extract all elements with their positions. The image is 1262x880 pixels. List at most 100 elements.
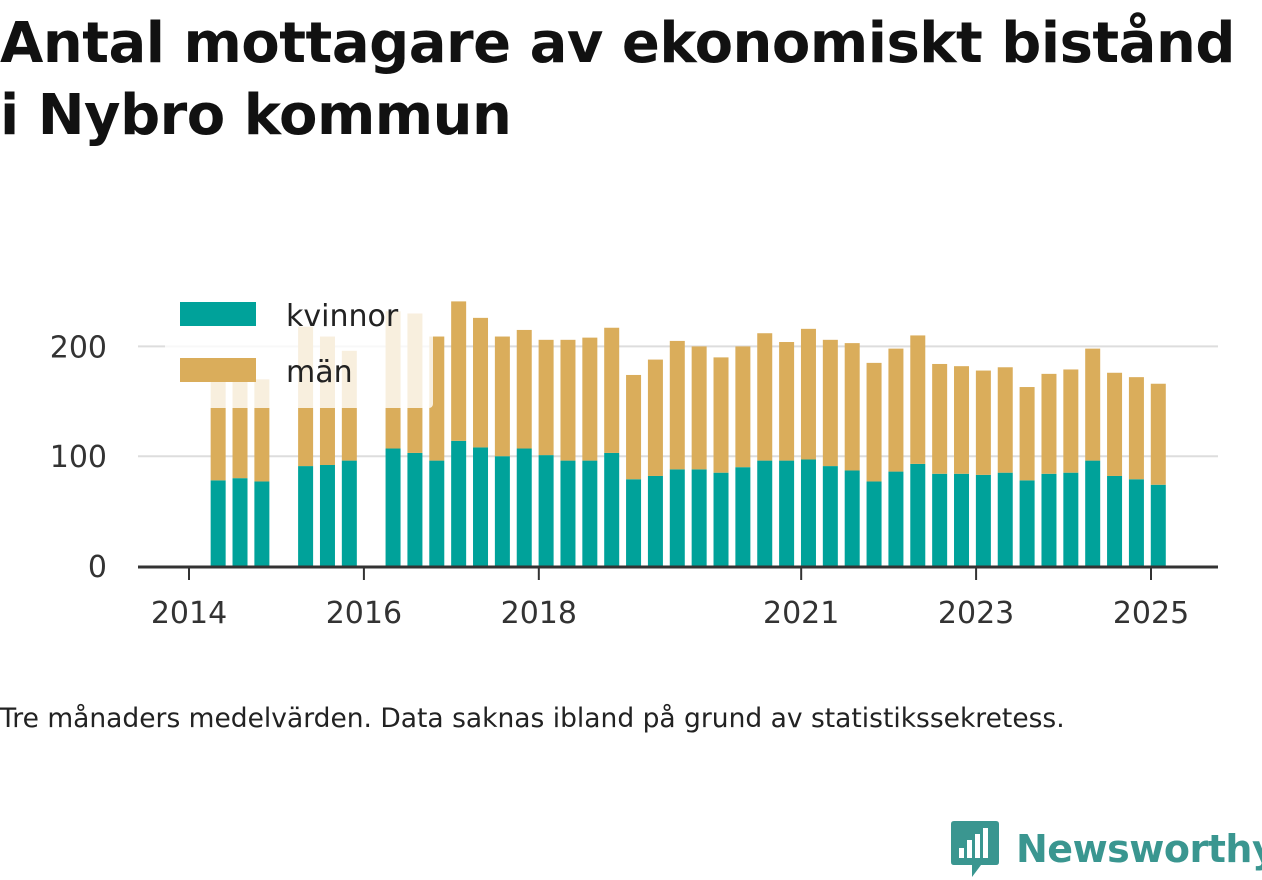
bar-kvinnor	[494, 456, 510, 566]
bar-man	[932, 363, 948, 474]
bar-man	[1150, 383, 1166, 485]
bar-kvinnor	[582, 460, 598, 566]
bar-man	[844, 343, 860, 471]
bar-man	[1128, 377, 1144, 480]
bar-kvinnor	[538, 455, 554, 566]
bar-man	[800, 328, 816, 460]
bar-kvinnor	[997, 472, 1013, 566]
bar-man	[626, 374, 642, 480]
bar-man	[910, 335, 926, 464]
bar-man	[1063, 369, 1079, 473]
x-tick-label: 2025	[1113, 596, 1189, 631]
x-tick-label: 2016	[326, 596, 402, 631]
bar-man	[604, 327, 620, 453]
newsworthy-logo[interactable]: Newsworthy	[950, 818, 1262, 880]
legend: kvinnor män	[165, 290, 433, 408]
bar-kvinnor	[1128, 479, 1144, 566]
footnote: Tre månaders medelvärden. Data saknas ib…	[0, 703, 1065, 734]
bar-kvinnor	[341, 460, 357, 566]
bar-man	[822, 339, 838, 467]
bar-kvinnor	[473, 447, 489, 566]
x-tick-label: 2021	[763, 596, 839, 631]
bar-man	[954, 366, 970, 474]
bar-kvinnor	[888, 471, 904, 566]
bar-kvinnor	[757, 460, 773, 566]
bar-man	[1085, 348, 1101, 461]
bar-kvinnor	[866, 481, 882, 566]
chart-title: Antal mottagare av ekonomiskt bistånd i …	[0, 8, 1262, 152]
bar-kvinnor	[254, 481, 270, 566]
bar-man	[866, 362, 882, 482]
bar-man	[1041, 373, 1057, 474]
bar-kvinnor	[1085, 460, 1101, 566]
bar-man	[669, 340, 685, 470]
x-tick-label: 2018	[501, 596, 577, 631]
y-tick-label: 0	[88, 550, 107, 585]
bar-kvinnor	[626, 479, 642, 566]
x-tick-label: 2023	[938, 596, 1014, 631]
bar-kvinnor	[844, 470, 860, 566]
bar-man	[560, 339, 576, 461]
bar-man	[429, 336, 445, 461]
y-tick-label: 100	[50, 440, 107, 475]
bar-man	[1019, 387, 1035, 481]
bar-kvinnor	[1107, 475, 1123, 566]
bar-kvinnor	[669, 469, 685, 566]
legend-swatch-kvinnor	[180, 302, 256, 326]
bar-man	[975, 370, 991, 475]
bar-kvinnor	[319, 464, 335, 566]
bar-man	[888, 348, 904, 472]
bar-man	[582, 337, 598, 461]
bar-man	[516, 329, 532, 449]
x-tick-label: 2014	[151, 596, 227, 631]
bar-man	[691, 346, 707, 470]
bar-man	[997, 367, 1013, 473]
legend-label-man: män	[286, 355, 353, 390]
stacked-bar-chart: 0 100 200 2014 2016 2018 2021 2023 2025 kvinnor …	[49, 290, 1218, 631]
chart-title-line-2: i Nybro kommun	[0, 83, 512, 148]
bar-kvinnor	[1041, 473, 1057, 566]
chart-title-line-1: Antal mottagare av ekonomiskt bistånd	[0, 11, 1235, 76]
bar-kvinnor	[451, 440, 467, 566]
brand-name: Newsworthy	[1016, 827, 1262, 871]
bar-man	[473, 317, 489, 448]
bar-kvinnor	[800, 459, 816, 566]
bar-kvinnor	[910, 463, 926, 566]
bar-kvinnor	[975, 474, 991, 566]
bar-kvinnor	[604, 452, 620, 566]
bar-kvinnor	[1063, 472, 1079, 566]
bars	[210, 301, 1166, 566]
bar-kvinnor	[210, 480, 226, 566]
y-tick-label: 200	[50, 330, 107, 365]
bar-man	[647, 359, 663, 476]
bar-kvinnor	[932, 473, 948, 566]
bar-man	[779, 342, 795, 461]
legend-label-kvinnor: kvinnor	[286, 299, 399, 334]
bar-man	[713, 357, 729, 473]
axes: 0 100 200 2014 2016 2018 2021 2023 2025	[50, 330, 1218, 631]
bar-man	[451, 301, 467, 441]
bar-kvinnor	[1150, 484, 1166, 566]
bar-kvinnor	[298, 466, 314, 566]
legend-swatch-man	[180, 358, 256, 382]
bar-man	[1107, 372, 1123, 476]
bar-kvinnor	[385, 448, 401, 566]
bar-kvinnor	[560, 460, 576, 566]
bar-man	[757, 333, 773, 461]
bar-kvinnor	[232, 478, 248, 566]
bar-kvinnor	[647, 475, 663, 566]
bar-kvinnor	[822, 466, 838, 566]
bar-kvinnor	[407, 452, 423, 566]
bar-man	[735, 346, 751, 468]
bar-kvinnor	[429, 460, 445, 566]
bar-kvinnor	[735, 467, 751, 566]
bar-kvinnor	[779, 460, 795, 566]
bar-kvinnor	[516, 448, 532, 566]
bar-kvinnor	[691, 469, 707, 566]
bar-kvinnor	[954, 473, 970, 566]
bar-man	[494, 336, 510, 457]
bar-kvinnor	[1019, 480, 1035, 566]
bar-kvinnor	[713, 472, 729, 566]
bar-chart-speech-bubble-icon	[951, 821, 999, 877]
bar-man	[538, 339, 554, 456]
